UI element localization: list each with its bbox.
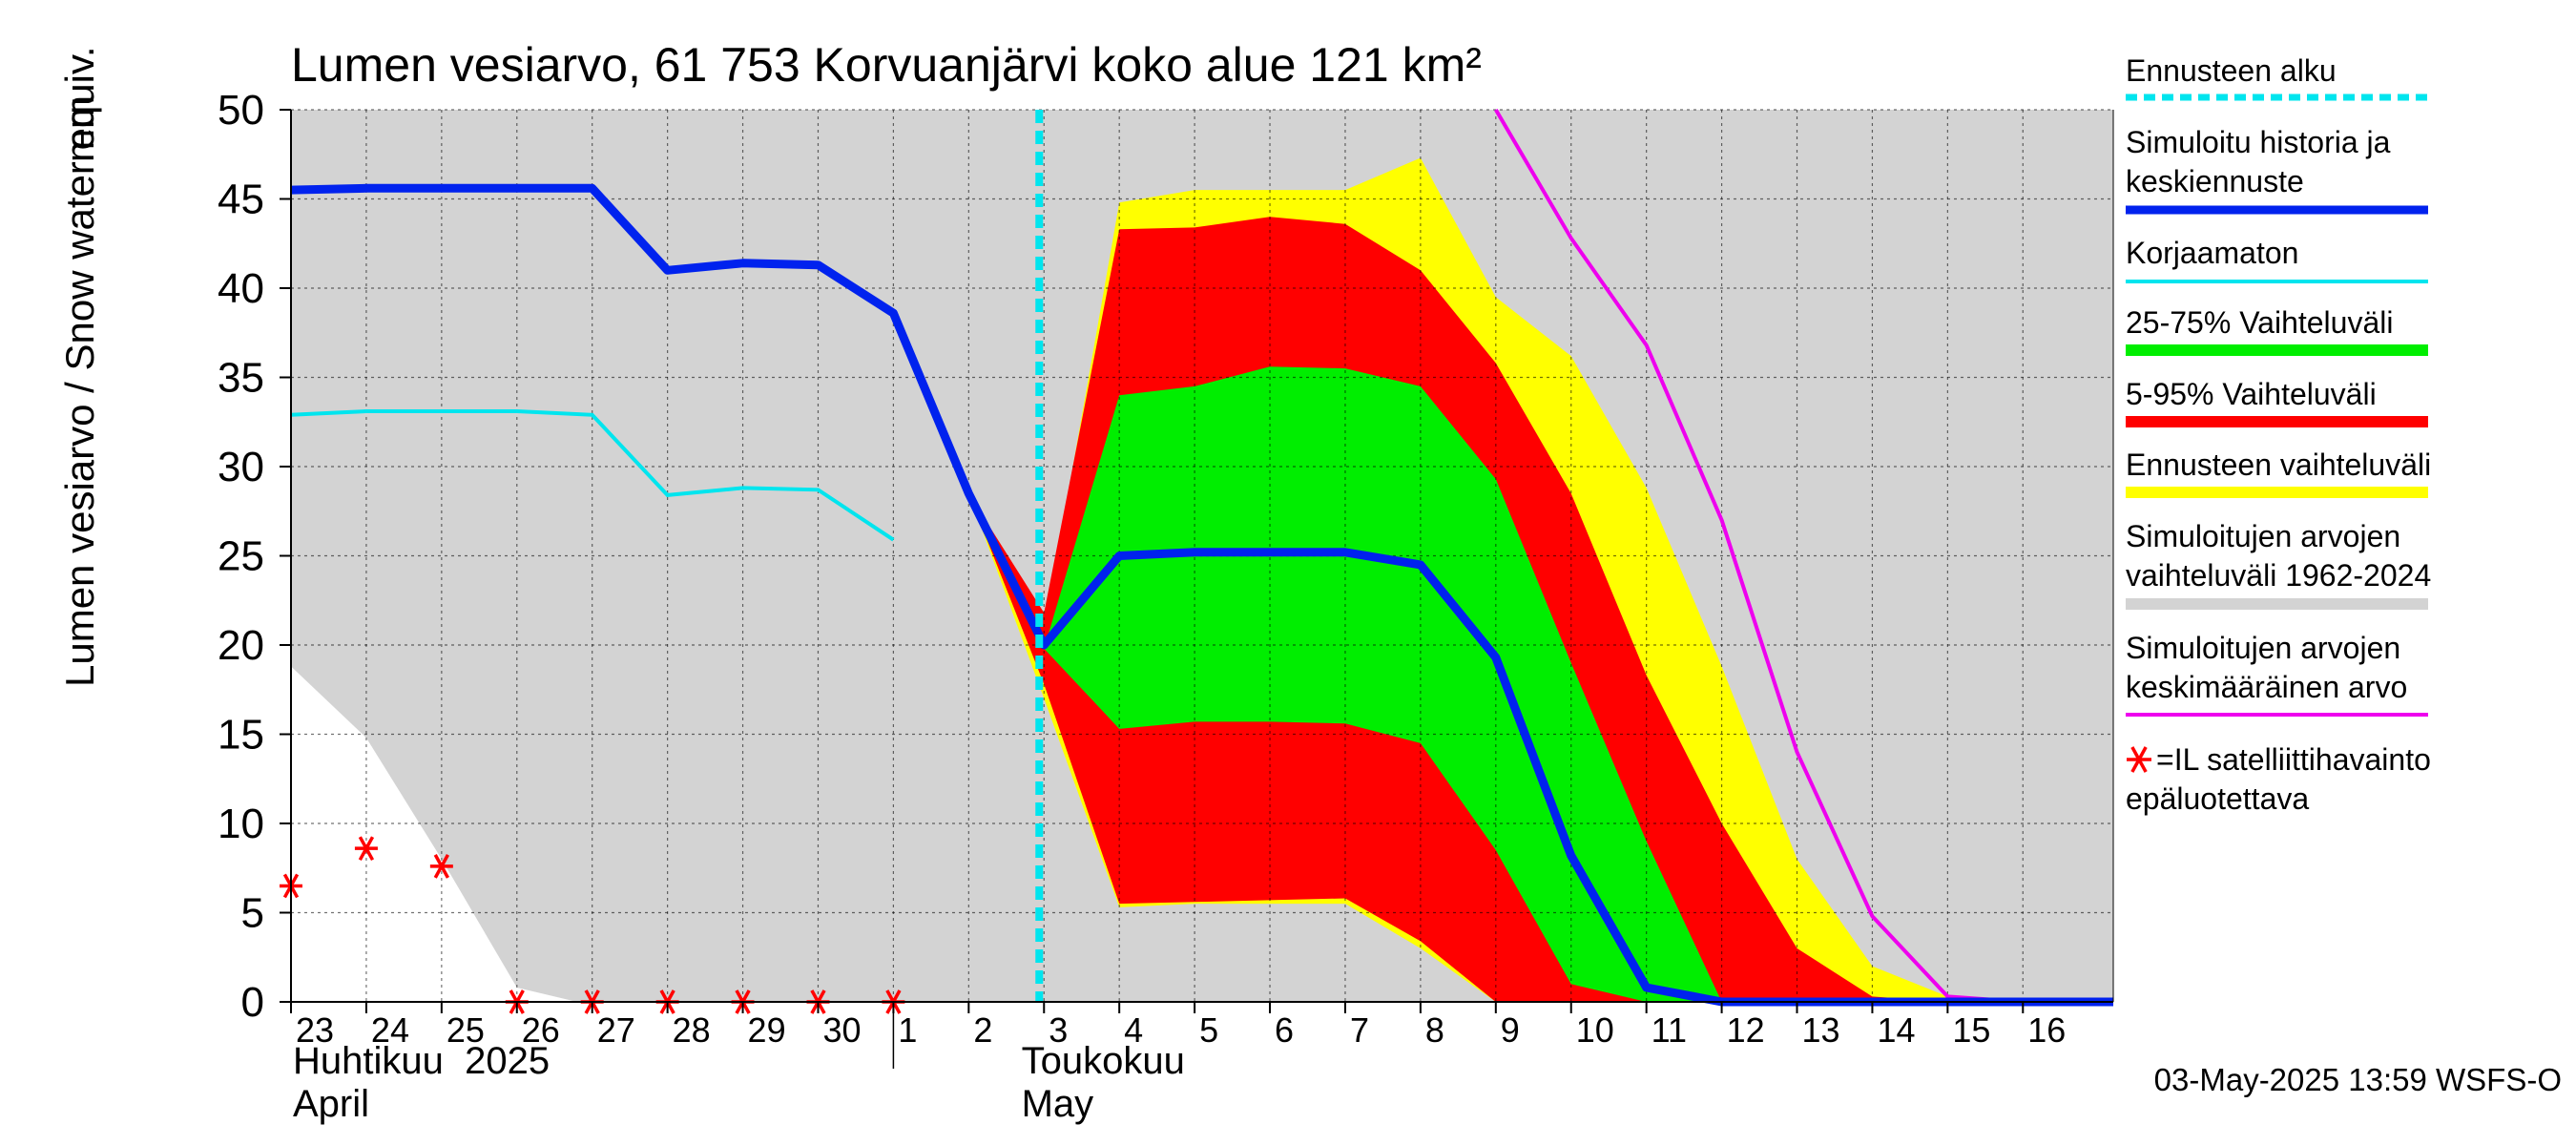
legend-label-satellite: epäluotettava	[2126, 781, 2309, 816]
legend-label-forecast-range: Ennusteen vaihteluväli	[2126, 448, 2431, 482]
x-tick-label: 4	[1124, 1010, 1143, 1050]
y-tick-label: 20	[218, 622, 264, 669]
y-axis-unit: mm	[57, 95, 102, 162]
chart-title: Lumen vesiarvo, 61 753 Korvuanjärvi koko…	[291, 38, 1482, 92]
x-tick-label: 6	[1275, 1010, 1294, 1050]
y-axis-label: Lumen vesiarvo / Snow water equiv.	[57, 46, 102, 687]
x-tick-label: 13	[1802, 1010, 1840, 1050]
x-tick-label: 1	[898, 1010, 917, 1050]
legend-label-historical-range: vaihteluväli 1962-2024	[2126, 558, 2431, 593]
x-tick-label: 15	[1952, 1010, 1990, 1050]
x-tick-label: 30	[822, 1010, 861, 1050]
x-tick-label: 11	[1652, 1010, 1687, 1050]
x-tick-label: 5	[1199, 1010, 1218, 1050]
x-tick-label: 16	[2027, 1010, 2066, 1050]
range-25-75-band	[1044, 366, 2113, 1002]
historical-low-area	[291, 666, 2113, 1002]
legend-swatch-satellite	[2127, 746, 2151, 773]
month-label-fi: Toukokuu	[1022, 1040, 1185, 1082]
y-tick-label: 50	[218, 87, 264, 134]
x-tick-label: 25	[447, 1010, 485, 1050]
satellite-observation-marker	[354, 836, 378, 862]
x-tick-label: 8	[1425, 1010, 1444, 1050]
x-tick-label: 7	[1350, 1010, 1369, 1050]
x-tick-label: 23	[296, 1010, 334, 1050]
x-tick-label: 2	[973, 1010, 992, 1050]
x-tick-label: 14	[1877, 1010, 1915, 1050]
series-uncorrected-line	[290, 409, 895, 542]
x-tick-label: 9	[1501, 1010, 1520, 1050]
legend-label-historical-range: Simuloitujen arvojen	[2126, 519, 2400, 553]
month-label-en: May	[1022, 1083, 1094, 1125]
x-tick-label: 24	[371, 1010, 409, 1050]
month-label-en: April	[293, 1083, 369, 1125]
legend-label-mean: Simuloitu historia ja	[2126, 125, 2391, 159]
x-tick-label: 27	[597, 1010, 635, 1050]
y-tick-label: 30	[218, 444, 264, 490]
month-label-fi: Huhtikuu 2025	[293, 1040, 550, 1082]
legend-label-mean: keskiennuste	[2126, 164, 2304, 198]
legend-label-25-75: 25-75% Vaihteluväli	[2126, 305, 2393, 340]
legend-label-uncorrected: Korjaamaton	[2126, 236, 2298, 270]
y-tick-label: 15	[218, 712, 264, 759]
y-tick-label: 45	[218, 177, 264, 223]
x-tick-label: 3	[1049, 1010, 1068, 1050]
legend-label-satellite: =IL satelliittihavainto	[2156, 742, 2431, 777]
y-tick-label: 10	[218, 801, 264, 847]
legend-label-5-95: 5-95% Vaihteluväli	[2126, 377, 2377, 411]
timestamp: 03-May-2025 13:59 WSFS-O	[2154, 1062, 2562, 1097]
y-tick-label: 5	[241, 890, 264, 937]
x-tick-label: 28	[673, 1010, 711, 1050]
legend: Ennusteen alku Simuloitu historia ja keski…	[2126, 53, 2431, 816]
x-tick-label: 26	[522, 1010, 560, 1050]
y-tick-label: 25	[218, 533, 264, 580]
x-tick-label: 29	[748, 1010, 786, 1050]
legend-label-climate-mean: Simuloitujen arvojen	[2126, 631, 2400, 665]
legend-label-climate-mean: keskimääräinen arvo	[2126, 670, 2407, 704]
satellite-observation-marker	[429, 854, 453, 879]
legend-label-forecast-start: Ennusteen alku	[2126, 53, 2337, 88]
y-tick-label: 35	[218, 355, 264, 402]
y-tick-label: 0	[241, 979, 264, 1026]
x-tick-label: 12	[1727, 1010, 1765, 1050]
y-tick-label: 40	[218, 265, 264, 312]
plot-area	[280, 108, 2113, 1014]
x-tick-label: 10	[1576, 1010, 1614, 1050]
